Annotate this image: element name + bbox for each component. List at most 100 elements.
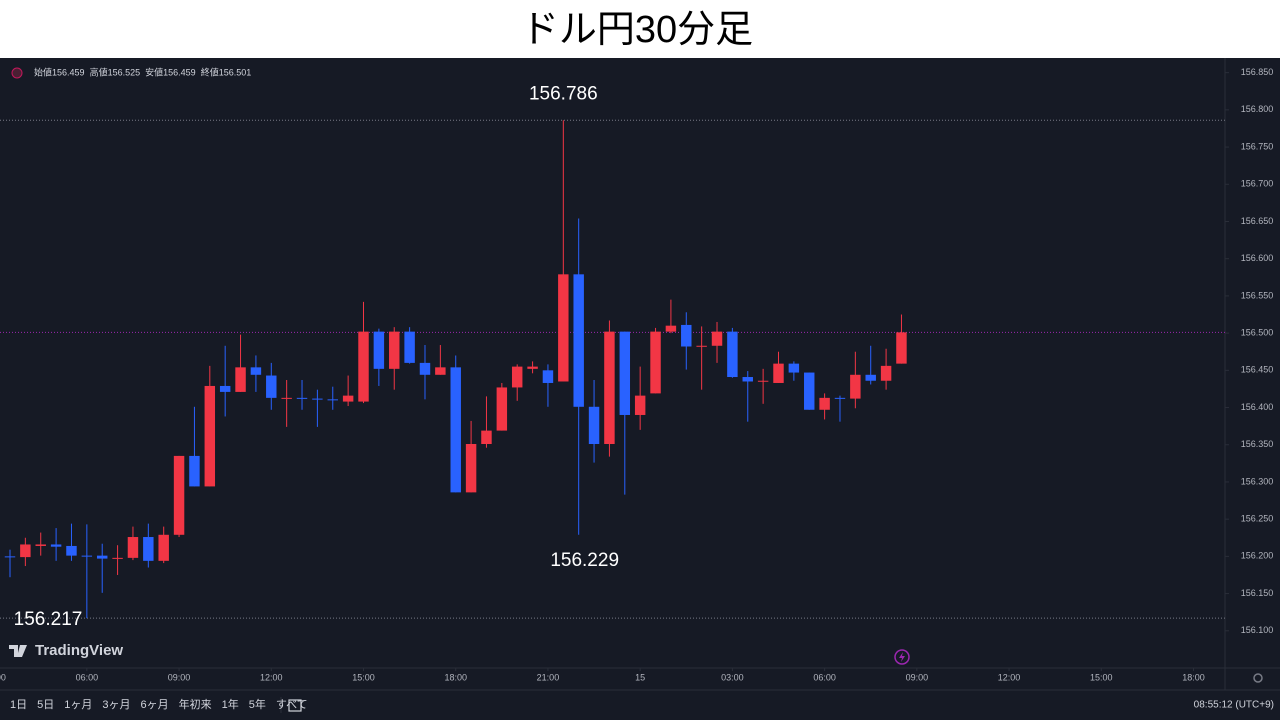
candle-body xyxy=(896,332,907,364)
candle-body xyxy=(450,367,461,493)
candle-body xyxy=(389,331,400,369)
y-tick-label: 156.200 xyxy=(1241,551,1274,561)
candle-body xyxy=(296,397,308,399)
candle-body xyxy=(727,331,738,378)
candle-body xyxy=(173,455,185,535)
candle-body xyxy=(189,455,200,487)
x-tick-label: 21:00 xyxy=(537,672,560,682)
candle-body xyxy=(358,331,369,402)
x-tick-label: 15:00 xyxy=(1090,672,1113,682)
candle-body xyxy=(834,397,846,399)
candle-body xyxy=(204,385,216,487)
range-button[interactable]: 5日 xyxy=(37,699,54,711)
x-tick-label: 12:00 xyxy=(998,672,1021,682)
annotation: 156.229 xyxy=(550,550,619,571)
y-tick-label: 156.150 xyxy=(1241,588,1274,598)
ohlc-value: 156.501 xyxy=(219,67,252,77)
annotation: 156.217 xyxy=(14,609,83,630)
y-tick-label: 156.250 xyxy=(1241,514,1274,524)
candle-body xyxy=(81,555,93,557)
brand-logo xyxy=(9,645,27,657)
ohlc-label: 始値 xyxy=(34,66,52,77)
x-tick-label: 15:00 xyxy=(352,672,375,682)
candle-body xyxy=(266,375,277,398)
candle-body xyxy=(757,380,769,382)
x-tick-label: 03:00 xyxy=(0,672,6,682)
y-tick-label: 156.400 xyxy=(1241,402,1274,412)
candle-body xyxy=(650,331,661,394)
date-picker-icon[interactable] xyxy=(288,699,302,712)
candle-body xyxy=(342,395,354,402)
candle-body xyxy=(773,363,784,383)
y-tick-label: 156.500 xyxy=(1241,327,1274,337)
y-tick-label: 156.850 xyxy=(1241,67,1274,77)
range-button[interactable]: 1年 xyxy=(222,697,239,711)
range-button[interactable]: 5年 xyxy=(249,697,266,711)
candle-body xyxy=(96,555,108,559)
x-tick-label: 18:00 xyxy=(444,672,467,682)
candle-body xyxy=(804,372,815,410)
x-tick-label: 18:00 xyxy=(1182,672,1205,682)
y-tick-label: 156.700 xyxy=(1241,179,1274,189)
x-tick-label: 09:00 xyxy=(906,672,929,682)
candle-body xyxy=(219,385,231,392)
x-tick-label: 12:00 xyxy=(260,672,283,682)
ohlc-value: 156.459 xyxy=(163,67,196,77)
candle-body xyxy=(112,557,123,559)
ohlc-label: 高値 xyxy=(90,66,108,77)
candle-body xyxy=(281,397,292,399)
settings-icon[interactable] xyxy=(1253,673,1263,683)
y-tick-label: 156.300 xyxy=(1241,476,1274,486)
candle-body xyxy=(511,366,523,388)
candle-body xyxy=(619,331,631,415)
x-tick-label: 09:00 xyxy=(168,672,191,682)
candle-body xyxy=(20,544,31,558)
candle-body xyxy=(143,537,154,561)
plot xyxy=(0,119,1225,619)
candle-body xyxy=(312,398,323,400)
candle-body xyxy=(681,324,692,347)
y-tick-label: 156.600 xyxy=(1241,253,1274,263)
candle-body xyxy=(696,345,707,347)
candle-body xyxy=(880,365,892,381)
candle-body xyxy=(496,387,508,431)
range-button[interactable]: 1日 xyxy=(10,699,27,711)
candle-body xyxy=(373,331,385,369)
page-title: ドル円30分足 xyxy=(521,9,753,51)
candle-body xyxy=(788,363,800,373)
x-tick-label: 06:00 xyxy=(813,672,836,682)
candle-body xyxy=(819,397,830,410)
ohlc-label: 安値 xyxy=(145,66,163,77)
candle-body xyxy=(573,274,584,407)
candle-body xyxy=(465,444,477,493)
symbol-icon[interactable] xyxy=(11,67,23,79)
y-tick-label: 156.800 xyxy=(1241,104,1274,114)
x-tick-label: 06:00 xyxy=(76,672,99,682)
range-button[interactable]: 3ヶ月 xyxy=(102,699,130,711)
y-tick-label: 156.100 xyxy=(1241,625,1274,635)
range-button[interactable]: 1ヶ月 xyxy=(64,699,92,711)
candle-body xyxy=(558,274,569,382)
candle-body xyxy=(235,367,246,392)
title-band xyxy=(0,0,1280,58)
candle-body xyxy=(865,374,876,381)
range-button[interactable]: 年初来 xyxy=(179,697,212,711)
brand-name: TradingView xyxy=(35,642,123,659)
candle-body xyxy=(634,395,646,415)
candle-body xyxy=(742,377,753,382)
event-icon-bolt xyxy=(899,652,905,662)
clock[interactable]: 08:55:12 (UTC+9) xyxy=(1194,700,1274,711)
candle-body xyxy=(158,534,169,561)
candle-body xyxy=(4,556,16,558)
ohlc-value: 156.525 xyxy=(108,67,141,77)
candle-body xyxy=(50,544,62,547)
range-button[interactable]: すべて xyxy=(276,698,308,711)
candle-body xyxy=(435,367,446,375)
x-tick-label: 03:00 xyxy=(721,672,744,682)
range-button[interactable]: 6ヶ月 xyxy=(141,699,169,711)
y-tick-label: 156.350 xyxy=(1241,439,1274,449)
x-tick-label: 15 xyxy=(635,672,645,682)
event-icon[interactable] xyxy=(894,649,910,665)
